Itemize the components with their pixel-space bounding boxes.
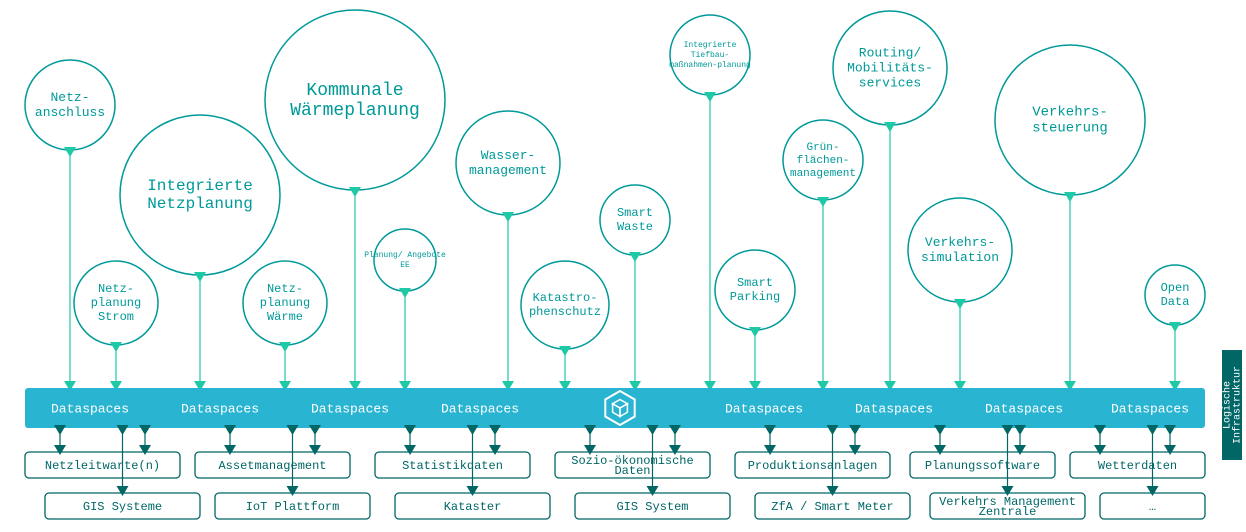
- bubble-label-verkehrssim: simulation: [921, 250, 999, 265]
- dataspaces-label-5: Dataspaces: [855, 401, 933, 416]
- bubble-label-integrierte-netz: Netzplanung: [147, 195, 253, 213]
- source-label-iot-plattform: IoT Plattform: [246, 500, 340, 514]
- bubble-label-netzplanung-waerme: planung: [260, 296, 310, 310]
- bubble-label-routing: services: [859, 75, 921, 90]
- dataspaces-label-2: Dataspaces: [311, 401, 389, 416]
- bubble-label-gruenflaechen: flächen-: [797, 155, 850, 167]
- bubble-label-katastrophe: Katastro-: [533, 291, 598, 305]
- dataspaces-label-3: Dataspaces: [441, 401, 519, 416]
- bubble-label-smart-waste: Smart: [617, 206, 653, 220]
- source-label-produktionsanlagen: Produktionsanlagen: [748, 459, 878, 473]
- source-label-sozio: Daten: [614, 464, 650, 478]
- bubble-label-netzplanung-strom: Netz-: [98, 282, 134, 296]
- diagram-svg: Netz-anschlussNetz-planungStromIntegrier…: [0, 0, 1246, 532]
- bubble-label-tiefbau: maßnahmen-planung: [669, 61, 751, 70]
- source-label-zfa: ZfA / Smart Meter: [771, 500, 893, 514]
- source-label-more: …: [1149, 500, 1156, 514]
- bubble-label-verkehrssim: Verkehrs-: [925, 235, 995, 250]
- bubble-label-netzplanung-waerme: Netz-: [267, 282, 303, 296]
- bubble-label-routing: Routing/: [859, 45, 922, 60]
- source-label-planungssoftware: Planungssoftware: [925, 459, 1040, 473]
- bubble-label-wasser: Wasser-: [481, 148, 536, 163]
- dataspaces-label-0: Dataspaces: [51, 401, 129, 416]
- bubble-label-smart-parking: Parking: [730, 290, 780, 304]
- bubble-label-opendata: Open: [1161, 281, 1190, 295]
- bubble-label-integrierte-netz: Integrierte: [147, 177, 253, 195]
- source-label-vmz: Zentrale: [979, 505, 1037, 519]
- bubble-label-planung-ee: EE: [400, 261, 410, 270]
- dataspaces-label-4: Dataspaces: [725, 401, 803, 416]
- dataspaces-label-1: Dataspaces: [181, 401, 259, 416]
- source-label-kataster: Kataster: [444, 500, 502, 514]
- bubble-label-netzplanung-strom: planung: [91, 296, 141, 310]
- sidebar-label: Infrastruktur: [1232, 366, 1244, 444]
- bubble-label-tiefbau: Integrierte: [684, 41, 737, 50]
- dataspaces-label-7: Dataspaces: [1111, 401, 1189, 416]
- bubble-label-netzplanung-waerme: Wärme: [267, 310, 303, 324]
- dataspaces-label-6: Dataspaces: [985, 401, 1063, 416]
- bubble-label-katastrophe: phenschutz: [529, 305, 601, 319]
- bubble-label-kommunale-waerme: Wärmeplanung: [290, 101, 420, 121]
- source-label-netzleitwarte: Netzleitwarte(n): [45, 459, 160, 473]
- source-label-gis-systeme: GIS Systeme: [83, 500, 162, 514]
- source-label-assetmanagement: Assetmanagement: [218, 459, 326, 473]
- bubble-label-gruenflaechen: management: [790, 168, 856, 180]
- bubble-label-verkehrssteuerung: Verkehrs-: [1032, 105, 1108, 121]
- bubble-label-opendata: Data: [1161, 295, 1190, 309]
- source-label-gis-system: GIS System: [616, 500, 688, 514]
- bubble-label-smart-waste: Waste: [617, 220, 653, 234]
- bubble-label-kommunale-waerme: Kommunale: [306, 81, 403, 101]
- diagram-stage: Netz-anschlussNetz-planungStromIntegrier…: [0, 0, 1246, 532]
- bubble-label-gruenflaechen: Grün-: [806, 142, 839, 154]
- bubble-label-tiefbau: Tiefbau-: [691, 51, 729, 60]
- bubble-label-netzanschluss: anschluss: [35, 105, 105, 120]
- source-label-statistikdaten: Statistikdaten: [402, 459, 503, 473]
- source-label-wetterdaten: Wetterdaten: [1098, 459, 1177, 473]
- bubble-label-netzplanung-strom: Strom: [98, 310, 134, 324]
- bubble-label-verkehrssteuerung: steuerung: [1032, 121, 1108, 137]
- bubble-label-wasser: management: [469, 163, 547, 178]
- bubble-label-planung-ee: Planung/ Angebote: [364, 251, 446, 260]
- bubble-label-netzanschluss: Netz-: [50, 90, 89, 105]
- bubble-label-smart-parking: Smart: [737, 276, 773, 290]
- bubble-label-routing: Mobilitäts-: [847, 60, 933, 75]
